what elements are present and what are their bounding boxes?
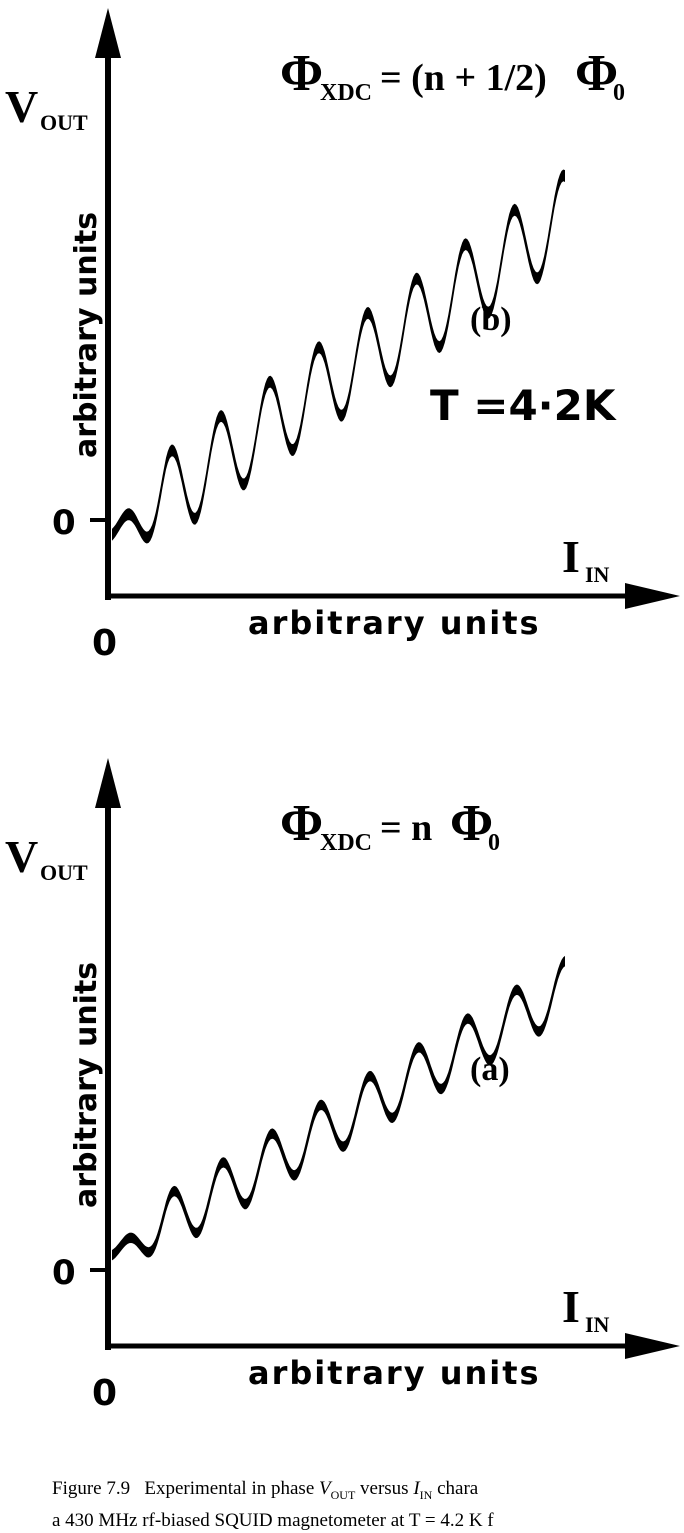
caption-fig-number: Figure 7.9 [52, 1478, 131, 1499]
x-zero-tick-label-b: 0 [92, 623, 117, 664]
condition-subscript-a: XDC [320, 830, 372, 856]
condition-rhs-a: = n [380, 807, 432, 849]
caption-v-sub: OUT [330, 1487, 356, 1502]
x-axis-arrow-a [625, 1333, 680, 1359]
temperature-label-b: T =4·2K [430, 381, 617, 430]
caption-i: I [413, 1478, 420, 1499]
condition-rhs-sub-a: 0 [488, 830, 500, 856]
condition-rhs-b: = (n + 1/2) [380, 57, 547, 99]
condition-phi-a: Φ [280, 795, 323, 852]
caption-text-2: chara [432, 1478, 479, 1499]
condition-rhs-phi-a: Φ [450, 795, 493, 852]
y-axis-title-sub-a: OUT [40, 860, 88, 885]
condition-rhs-phi-b: Φ [575, 45, 618, 102]
y-axis-title-a: V [5, 831, 38, 882]
y-axis-title-sub-b: OUT [40, 110, 88, 135]
chart-b-svg: V OUT arbitrary units 0 0 arbitrary units I IN Φ… [5, 8, 680, 664]
x-axis-title-sub-b: IN [585, 562, 610, 587]
x-axis-title-sub-a: IN [585, 1312, 610, 1337]
caption-line-1: Figure 7.9 Experimental in phase VOUT ve… [52, 1476, 684, 1508]
caption-i-sub: IN [419, 1487, 433, 1502]
y-axis-label-b: arbitrary units [69, 212, 104, 458]
caption-mid: versus [355, 1478, 414, 1499]
condition-phi-b: Φ [280, 45, 323, 102]
y-axis-title-b: V [5, 81, 38, 132]
y-axis-label-a: arbitrary units [69, 962, 104, 1208]
y-zero-tick-label-b: 0 [52, 503, 76, 543]
x-axis-title-a: I [562, 1281, 580, 1332]
x-axis-title-b: I [562, 531, 580, 582]
plot-area-a: V OUT arbitrary units 0 0 arbitrary units I IN Φ… [5, 758, 680, 1414]
series-band-b [112, 169, 565, 544]
caption-text-1: Experimental in phase [144, 1478, 319, 1499]
y-axis-arrow-b [95, 8, 121, 58]
condition-subscript-b: XDC [320, 80, 372, 106]
x-zero-tick-label-a: 0 [92, 1373, 117, 1414]
x-axis-label-a: arbitrary units [248, 1354, 541, 1392]
series-band-a [112, 955, 565, 1261]
caption-v: V [319, 1478, 331, 1499]
y-axis-arrow-a [95, 758, 121, 808]
x-axis-arrow-b [625, 583, 680, 609]
chart-panel-b: V OUT arbitrary units 0 0 arbitrary units I IN Φ… [0, 0, 684, 700]
x-axis-label-b: arbitrary units [248, 604, 541, 642]
plot-area-b: V OUT arbitrary units 0 0 arbitrary units I IN Φ… [5, 8, 680, 664]
caption-line-2: a 430 MHz rf-biased SQUID magnetometer a… [52, 1509, 494, 1531]
chart-a-svg: V OUT arbitrary units 0 0 arbitrary units I IN Φ… [5, 758, 680, 1414]
condition-rhs-sub-b: 0 [613, 80, 625, 106]
chart-panel-a: V OUT arbitrary units 0 0 arbitrary units I IN Φ… [0, 750, 684, 1450]
y-zero-tick-label-a: 0 [52, 1253, 76, 1293]
figure-caption: Figure 7.9 Experimental in phase VOUT ve… [52, 1476, 684, 1533]
